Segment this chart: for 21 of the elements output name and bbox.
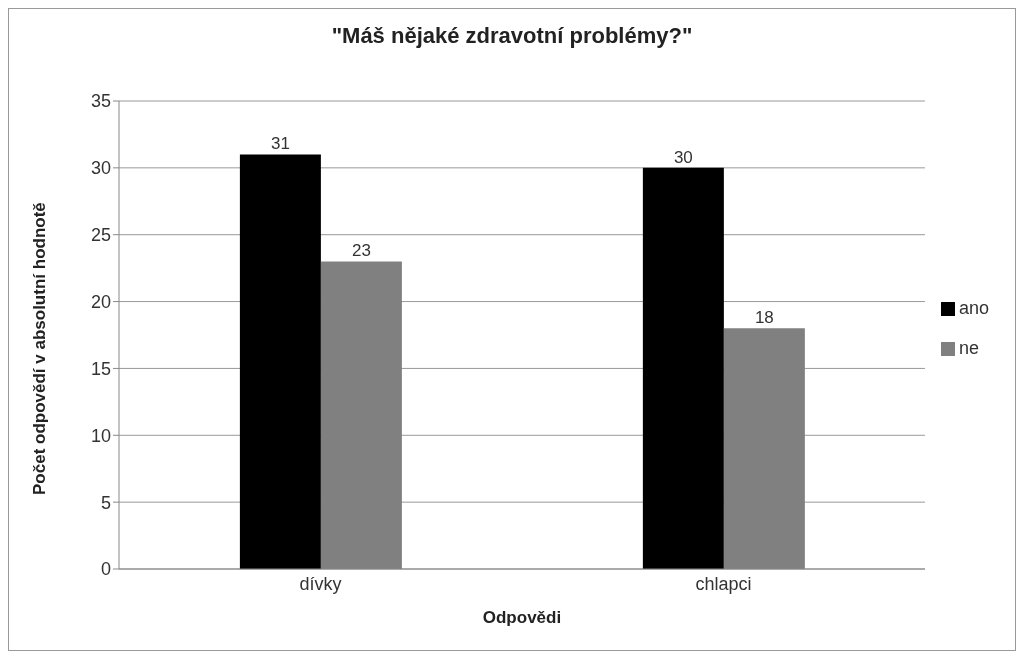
y-axis-title: Počet odpovědí v absolutní hodnotě <box>30 202 50 495</box>
y-tick-label: 25 <box>90 225 111 246</box>
x-axis-title: Odpovědi <box>482 608 562 627</box>
bar <box>239 154 321 569</box>
chart-title: "Máš nějaké zdravotní problémy?" <box>330 23 694 49</box>
legend-label: ne <box>958 338 979 358</box>
y-tick-label: 20 <box>90 291 111 312</box>
y-tick-label: 0 <box>100 559 111 580</box>
y-tick-label: 15 <box>90 358 111 379</box>
legend-label: ano <box>958 298 989 318</box>
x-tick-label: dívky <box>299 573 342 594</box>
y-tick-label: 5 <box>100 492 111 513</box>
data-label: 31 <box>270 134 290 154</box>
y-tick-label: 10 <box>90 425 111 446</box>
x-tick-label: chlapci <box>695 573 752 594</box>
y-tick-label: 30 <box>90 158 111 179</box>
data-label: 30 <box>673 147 693 167</box>
data-label: 18 <box>754 308 774 328</box>
bar <box>642 167 724 569</box>
y-tick-label: 35 <box>90 91 111 112</box>
data-label: 23 <box>351 241 371 261</box>
